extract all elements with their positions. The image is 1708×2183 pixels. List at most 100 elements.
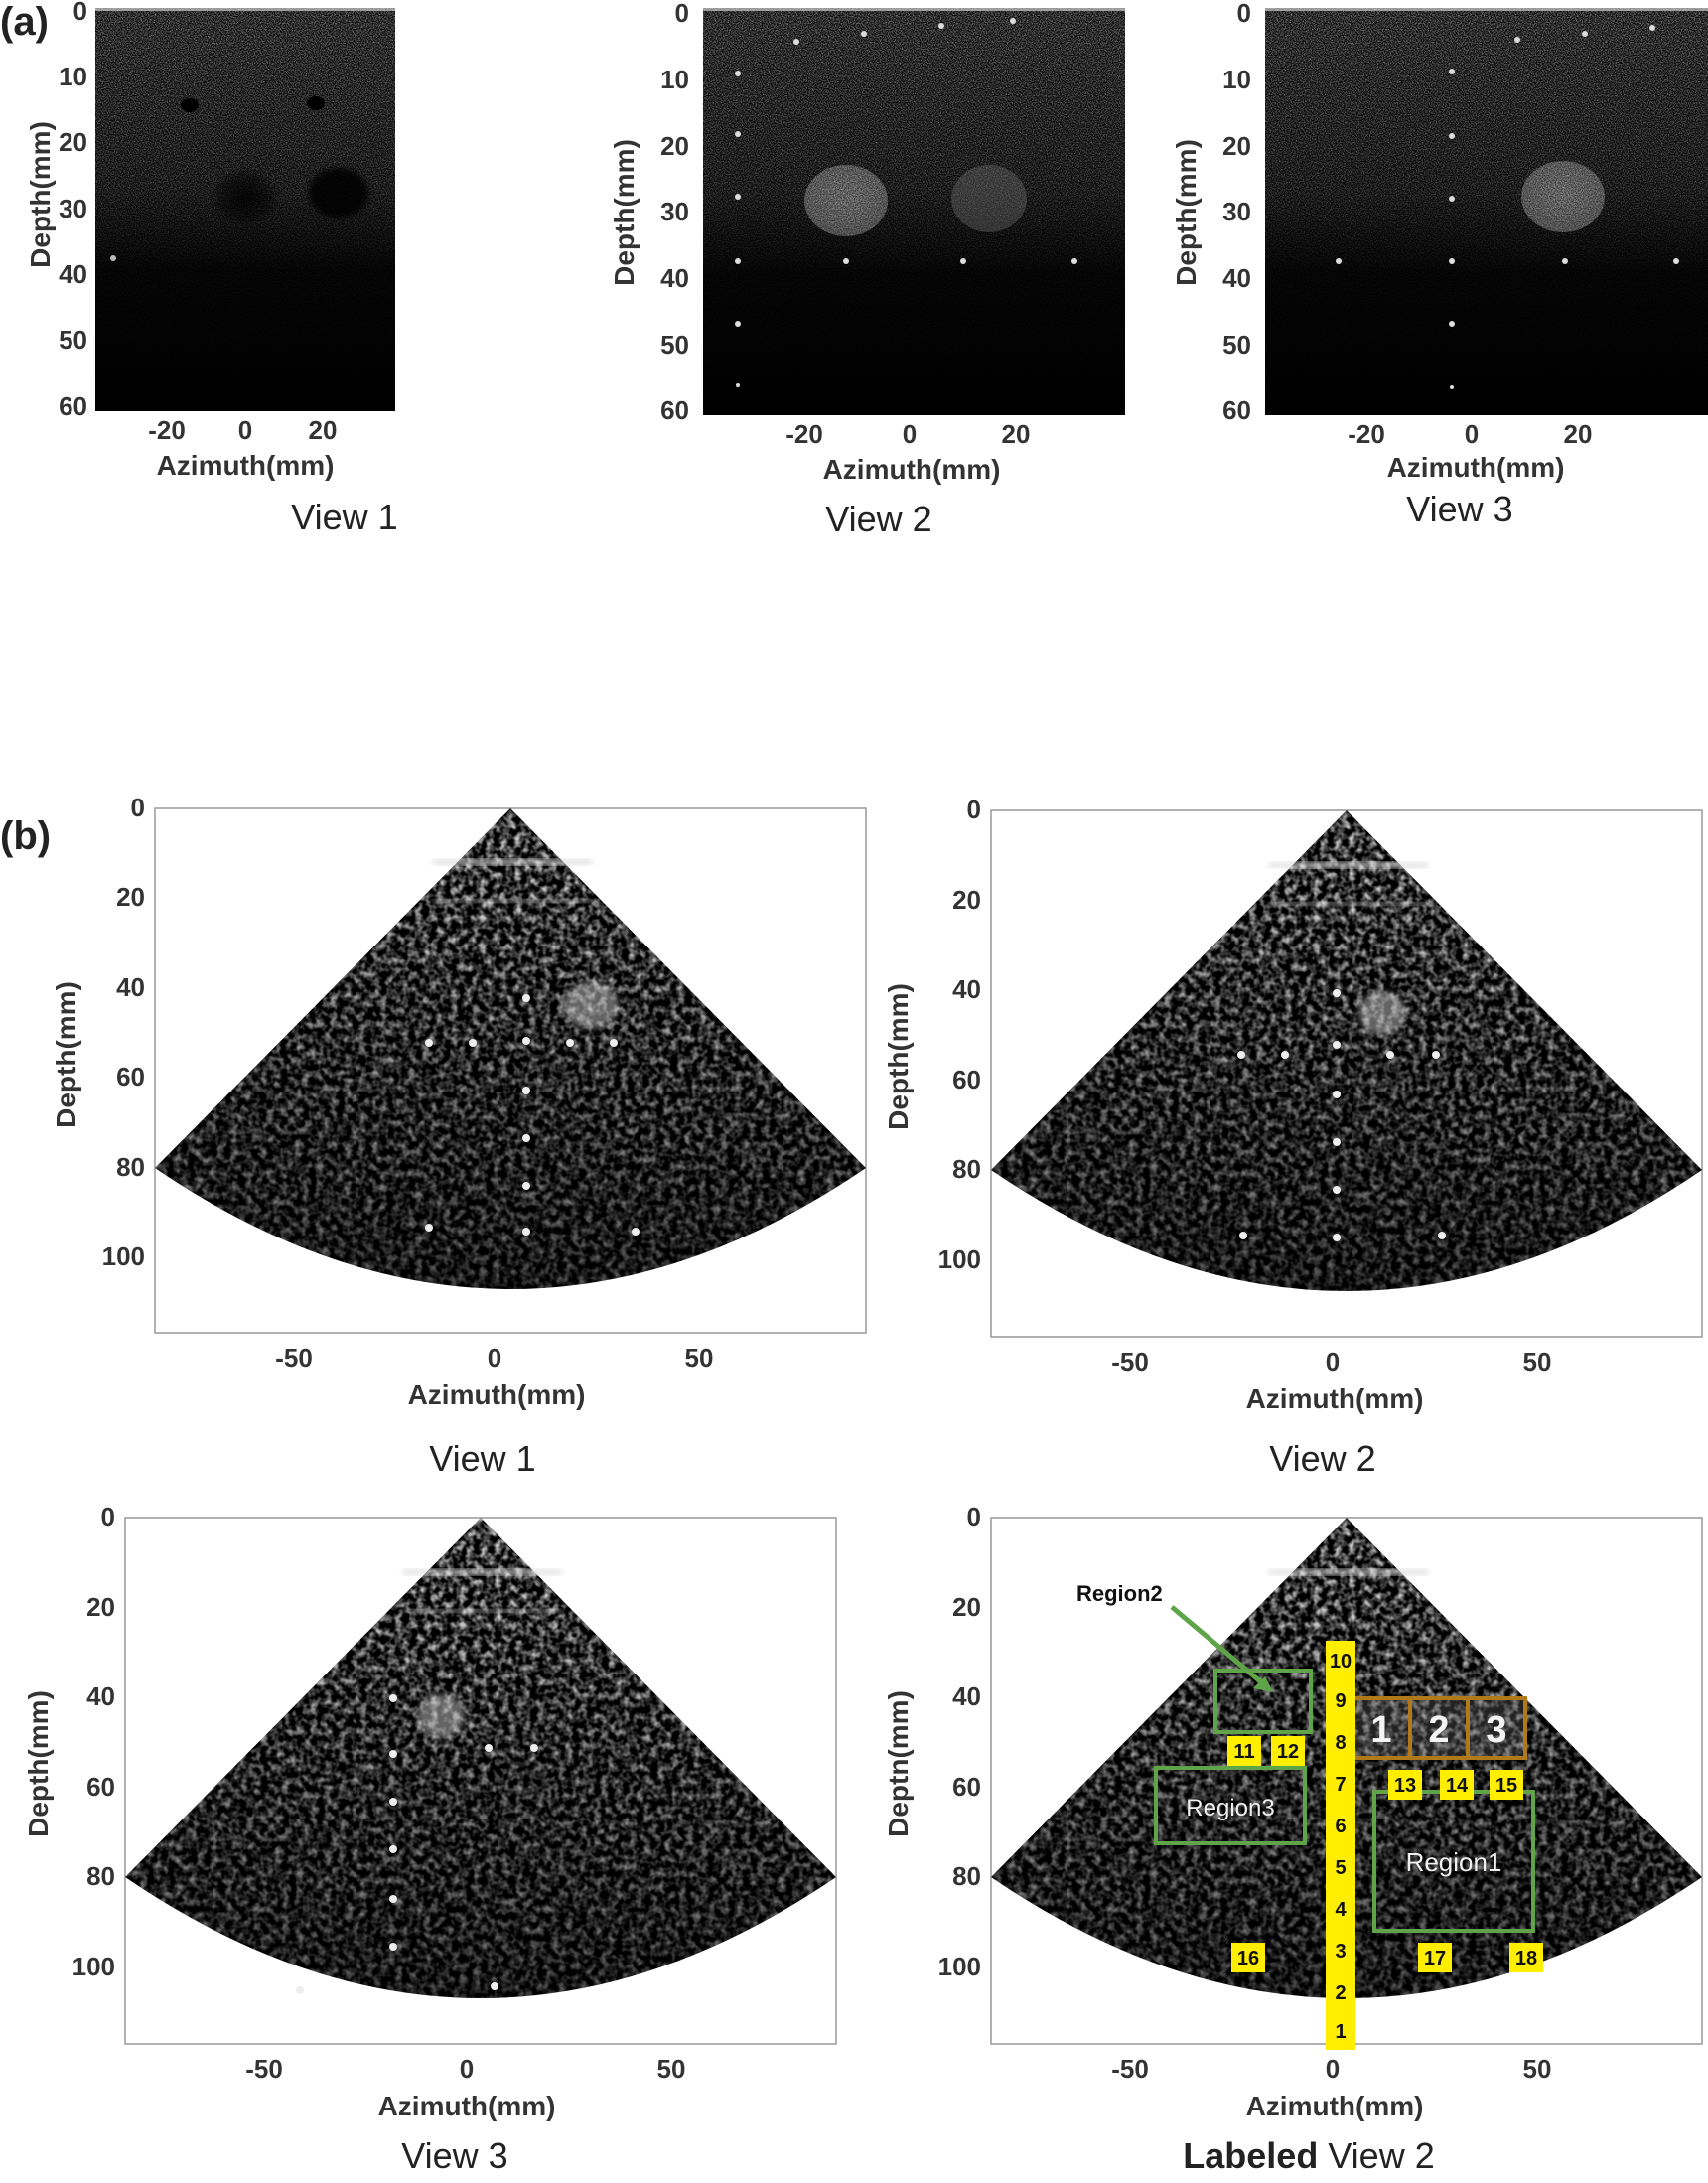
azimuth-tick-labels: -50 0 50 (1111, 2054, 1551, 2084)
point-target (522, 1037, 530, 1045)
depth-tick: 40 (660, 263, 689, 293)
point-target (938, 23, 944, 29)
region2-label: Region2 (1076, 1581, 1163, 1606)
depth-tick: 80 (86, 1861, 115, 1891)
point-target (389, 1694, 397, 1702)
point-target (389, 1895, 397, 1903)
depth-axis-label: Deptn(mm) (883, 1690, 914, 1837)
panel-b-view3-caption: View 3 (401, 2135, 508, 2176)
depth-tick: 60 (952, 1772, 981, 1802)
panel-a-view2-caption: View 2 (825, 499, 932, 539)
panel-a-view3-plot: 0 10 20 30 40 50 60 -20 0 20 Azimuth(mm)… (1171, 0, 1708, 483)
point-targets (735, 18, 1077, 387)
depth-tick: 0 (967, 795, 981, 824)
azimuth-tick: 20 (1564, 419, 1593, 449)
depth-tick: 60 (660, 395, 689, 425)
panel-a-view1-caption: View 1 (291, 497, 398, 537)
bright-cyst (1521, 161, 1605, 232)
point-target (491, 1982, 498, 1990)
point-target (1449, 133, 1455, 139)
depth-tick: 30 (660, 197, 689, 226)
point-target (522, 1134, 530, 1142)
point-target (1333, 1234, 1341, 1241)
anechoic-cyst (215, 171, 275, 222)
point-target (735, 71, 741, 76)
ultrasound-image (1265, 8, 1708, 415)
point-target (522, 1182, 530, 1190)
depth-tick: 40 (952, 1681, 981, 1711)
inclusion-boxes: 1 2 3 (1351, 1696, 1527, 1760)
depth-tick: 60 (86, 1772, 115, 1802)
depth-tick: 30 (1222, 197, 1251, 226)
point-target (1450, 385, 1454, 389)
depth-tick: 10 (59, 62, 87, 91)
point-target (1333, 989, 1341, 997)
caption-rest: View 2 (1318, 2135, 1435, 2176)
azimuth-axis-label: Azimuth(mm) (1387, 452, 1565, 483)
point-target (735, 194, 741, 200)
region1-label: Region1 (1406, 1847, 1502, 1877)
point-target (1386, 1051, 1394, 1059)
azimuth-tick-labels: -20 0 20 (1348, 419, 1592, 449)
depth-tick-labels: 0 10 20 30 40 50 60 (660, 0, 689, 425)
azimuth-tick-labels: -20 0 20 (785, 419, 1030, 449)
inclusion-number: 2 (1428, 1709, 1449, 1751)
depth-tick: 0 (73, 0, 87, 26)
azimuth-tick-labels: -50 0 50 (275, 1343, 713, 1373)
depth-tick: 0 (967, 1502, 981, 1531)
point-target (1449, 258, 1455, 264)
point-target (425, 1224, 433, 1232)
point-target (425, 1039, 433, 1047)
azimuth-tick-labels: -20 0 20 (148, 415, 337, 445)
depth-tick: 60 (59, 391, 87, 421)
point-target (530, 1744, 538, 1752)
azimuth-axis-label: Azimuth(mm) (823, 454, 1001, 485)
inclusion-number: 1 (1370, 1709, 1391, 1751)
point-targets (1336, 25, 1679, 389)
anechoic-cyst (309, 168, 368, 218)
azimuth-tick: 0 (1326, 1347, 1340, 1377)
point-target (522, 1228, 530, 1236)
point-target (1333, 1091, 1341, 1098)
azimuth-axis-label: Azimuth(mm) (378, 2091, 556, 2121)
depth-tick: 20 (59, 127, 87, 157)
panel-b-view3-plot: 0 20 40 60 80 100 -50 0 50 Azimuth(mm) D… (23, 1502, 837, 2121)
point-target (522, 1087, 530, 1094)
depth-tick: 40 (116, 972, 145, 1002)
sector-image-frame (990, 809, 1703, 1338)
ultrasound-image (95, 8, 395, 411)
caption-bold: Labeled (1183, 2135, 1319, 2176)
point-number: 17 (1424, 1948, 1446, 1969)
region3-box (1154, 1766, 1307, 1845)
bright-cyst (804, 165, 888, 236)
point-target (1649, 25, 1655, 31)
depth-tick: 0 (1237, 0, 1251, 28)
azimuth-tick: -50 (1111, 2054, 1149, 2084)
azimuth-tick: 0 (488, 1343, 501, 1373)
point-target (861, 31, 867, 37)
panel-b-labeled-view2-plot: Region1 Region3 Region2 1 2 3 10 9 8 7 6… (883, 1502, 1703, 2121)
column-number: 3 (1335, 1941, 1346, 1963)
point-target (522, 994, 530, 1002)
point-target (960, 258, 966, 264)
point-target (389, 1943, 397, 1951)
point-target (1562, 258, 1568, 264)
depth-tick: 0 (675, 0, 689, 28)
point-target (1333, 1041, 1341, 1049)
point-target (1071, 258, 1077, 264)
depth-tick: 20 (116, 882, 145, 912)
depth-tick: 100 (938, 1952, 981, 1981)
point-target (1281, 1051, 1289, 1059)
point-target (389, 1845, 397, 1853)
depth-axis-label: Depth(mm) (23, 1690, 54, 1837)
inclusion-box-2 (1408, 1696, 1470, 1760)
depth-tick: 50 (1222, 330, 1251, 360)
depth-axis-label: Depth(mm) (25, 121, 56, 268)
point-target (1333, 1138, 1341, 1146)
depth-tick: 80 (952, 1861, 981, 1891)
azimuth-tick: -20 (785, 419, 823, 449)
point-number: 18 (1515, 1948, 1537, 1969)
point-target (735, 321, 741, 327)
depth-tick-labels: 0 10 20 30 40 50 60 (59, 0, 87, 421)
point-number: 11 (1233, 1741, 1254, 1763)
